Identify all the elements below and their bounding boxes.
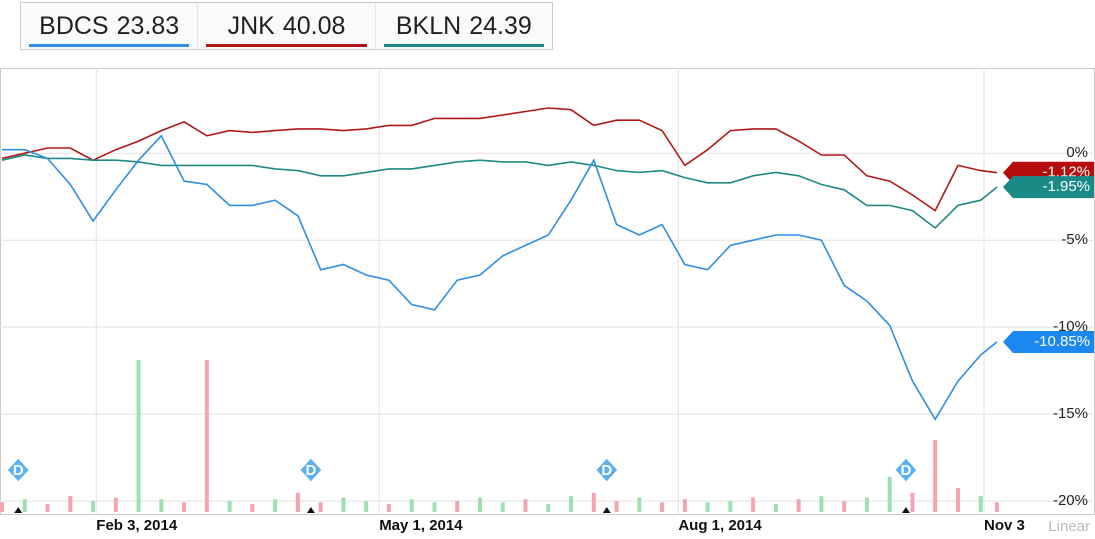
volume-bar <box>182 502 187 512</box>
volume-bar <box>273 499 278 512</box>
event-pointer <box>14 507 23 513</box>
event-marker: D <box>894 457 918 483</box>
event-label: D <box>601 462 612 479</box>
volume-bar <box>614 500 619 512</box>
volume-bar <box>68 496 73 512</box>
volume-bar <box>477 497 482 512</box>
event-badge <box>595 457 619 483</box>
x-tick-label: May 1, 2014 <box>379 517 463 534</box>
volume-bar <box>887 476 892 512</box>
volume-bar <box>933 440 938 512</box>
legend-name: JNK <box>227 11 275 40</box>
legend-swatch <box>383 44 544 47</box>
event-label: D <box>13 462 24 479</box>
legend-item[interactable]: BDCS 23.83 <box>21 3 199 49</box>
volume-bar <box>386 504 391 512</box>
event-badge <box>894 457 918 483</box>
legend-item[interactable]: BKLN 24.39 <box>376 3 552 49</box>
event-marker: D <box>299 457 323 483</box>
volume-bar <box>204 360 209 512</box>
legend-swatch <box>29 44 190 47</box>
volume-bar <box>995 502 999 512</box>
volume-bar <box>136 360 141 512</box>
volume-bar <box>22 499 27 512</box>
y-tick-label: -20% <box>1053 492 1088 509</box>
volume-bar <box>341 497 346 512</box>
volume-bar <box>660 502 665 512</box>
y-tick-label: -10% <box>1053 318 1088 335</box>
volume-bar <box>250 504 255 512</box>
volume-bar <box>546 504 551 512</box>
event-badge <box>299 457 323 483</box>
end-flag <box>1003 330 1094 353</box>
legend-name: BDCS <box>39 11 109 40</box>
volume-bar <box>864 497 869 512</box>
series-line <box>1 107 998 212</box>
volume-bar <box>819 496 824 512</box>
volume-bar <box>705 502 710 512</box>
legend-swatch <box>206 44 367 47</box>
y-tick-label: -5% <box>1061 231 1088 248</box>
volume-bar <box>500 502 505 512</box>
volume-bar <box>591 492 596 512</box>
plot-frame <box>0 68 1095 515</box>
volume-bar <box>318 502 323 512</box>
y-tick-label: -15% <box>1053 405 1088 422</box>
volume-bar <box>773 504 778 512</box>
volume-bar <box>728 500 733 512</box>
y-tick-label: 0% <box>1066 144 1088 161</box>
volume-bar <box>455 500 460 512</box>
event-pointer <box>602 507 611 513</box>
volume-bar <box>978 496 983 512</box>
event-label: D <box>305 462 316 479</box>
x-tick-label: Feb 3, 2014 <box>96 517 178 534</box>
event-marker: D <box>6 457 30 483</box>
event-marker: D <box>595 457 619 483</box>
event-badge <box>6 457 30 483</box>
x-tick-label: Nov 3 <box>984 517 1025 534</box>
legend-price: 24.39 <box>469 11 532 40</box>
legend-name: BKLN <box>395 11 462 40</box>
volume-bar <box>796 499 801 512</box>
volume-bar <box>159 499 164 512</box>
volume-bar <box>842 500 847 512</box>
volume-bar <box>91 500 96 512</box>
end-flag-label: -1.95% <box>1042 178 1090 195</box>
volume-bar <box>955 488 960 512</box>
scale-label: Linear <box>1048 518 1090 535</box>
x-tick-label: Aug 1, 2014 <box>678 517 762 534</box>
event-pointer <box>306 507 315 513</box>
legend-price: 23.83 <box>116 11 180 40</box>
end-flag <box>1003 176 1094 199</box>
volume-bar <box>227 500 232 512</box>
end-flag-label: -10.85% <box>1034 333 1090 350</box>
legend: BDCS 23.83 JNK 40.08 BKLN 24.39 <box>20 2 553 50</box>
event-pointer <box>901 507 910 513</box>
volume-bar <box>113 497 118 512</box>
volume-bar <box>432 502 437 512</box>
volume-bar <box>523 499 528 512</box>
volume-bar <box>409 499 414 512</box>
volume-bar <box>45 504 50 512</box>
volume-bar <box>637 497 642 512</box>
volume-bar <box>910 492 915 512</box>
volume-bar <box>569 496 574 512</box>
volume-bar <box>0 502 4 512</box>
volume-bar <box>295 492 300 512</box>
legend-price: 40.08 <box>282 11 346 40</box>
event-label: D <box>901 462 912 479</box>
legend-item[interactable]: JNK 40.08 <box>198 3 376 49</box>
series-line <box>2 134 998 421</box>
series-line <box>1 154 998 230</box>
volume-bar <box>751 497 756 512</box>
volume-bar <box>364 500 369 512</box>
volume-bar <box>682 499 687 512</box>
